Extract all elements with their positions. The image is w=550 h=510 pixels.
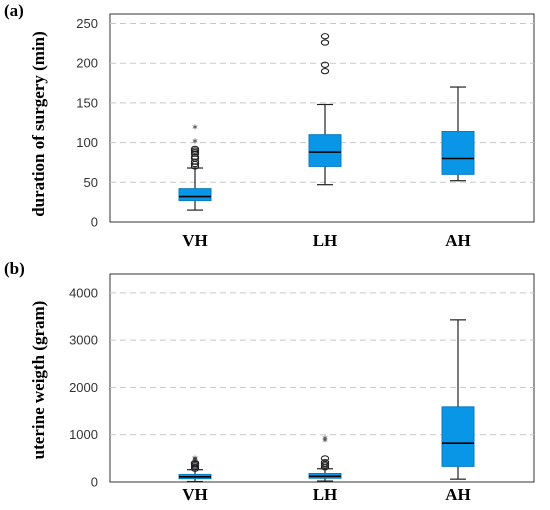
panel-b-y-tick-label: 3000 [69,333,98,348]
extreme-point: * [192,455,198,468]
iqr-box [441,130,475,175]
outlier-point [320,61,330,68]
panel-b-label: (b) [4,259,25,278]
panel-a-box-AH [441,86,475,182]
outlier-point [190,145,200,153]
outlier-point [320,458,330,466]
iqr-box [441,406,475,467]
panel-b: (b) uterine weigth (gram) 0 1000 2000 3000 4… [4,259,535,504]
panel-a: (a) duration of surgery (min) 0 50 100 150 2… [4,1,535,250]
outlier-point [320,68,330,75]
panel-a-label: (a) [4,1,24,20]
extreme-point: * [322,435,328,448]
panel-b-y-tick-label: 4000 [69,285,98,300]
panel-a-box-LH [308,33,342,186]
panel-b-box-LH: ** [308,433,342,482]
panel-b-y-tick-label: 2000 [69,380,98,395]
panel-b-plot-frame [109,273,535,483]
extreme-point: * [322,433,328,446]
panel-a-y-tick-label: 200 [76,56,98,71]
panel-a-box-VH: ** [178,122,212,211]
panel-b-box-VH: *** [178,453,212,483]
extreme-point: * [192,453,198,466]
panel-a-y-axis-label: duration of surgery (min) [29,31,48,217]
panel-a-x-category-label: LH [313,231,338,250]
panel-b-box-AH [441,319,475,480]
panel-a-y-tick-label: 150 [76,95,98,110]
panel-a-plot-frame [109,13,535,223]
extreme-point: * [192,122,198,135]
outlier-point [190,459,200,467]
outlier-point [320,33,330,40]
panel-b-y-tick-label: 0 [91,475,98,490]
panel-a-y-tick-label: 0 [91,215,98,230]
panel-a-x-category-label: AH [445,231,471,250]
iqr-box [308,134,342,167]
panel-b-y-axis-label: uterine weigth (gram) [29,301,48,460]
panel-a-y-tick-label: 100 [76,135,98,150]
panel-a-y-tick-label: 50 [84,175,98,190]
panel-b-x-category-label: AH [445,485,471,504]
extreme-point: * [192,137,198,150]
panel-b-y-tick-label: 1000 [69,427,98,442]
panel-b-x-category-label: VH [182,485,208,504]
panel-a-x-category-label: VH [182,231,208,250]
iqr-box [178,188,212,202]
panel-a-y-tick-label: 250 [76,16,98,31]
outlier-point [320,455,330,462]
outlier-point [320,39,330,46]
extreme-point: * [192,456,198,469]
panel-b-x-category-label: LH [313,485,338,504]
